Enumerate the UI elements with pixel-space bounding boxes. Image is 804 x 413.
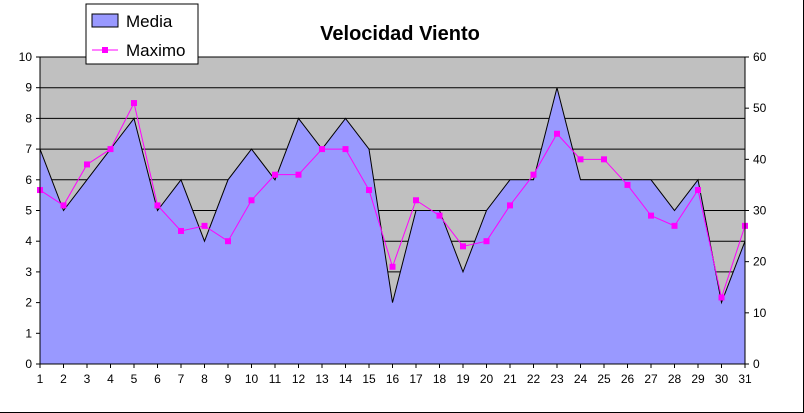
point-maximo [295,171,302,178]
x-axis-ticks: 1 2 3 4 5 6 7 8 9 10 11 12 13 14 15 16 17 18 19 20 21 22 23 24 2… [37,364,752,386]
x-tick-label: 19 [456,372,470,386]
right-axis-ticks: 0 10 20 30 40 50 60 [745,50,767,371]
left-tick-label: 3 [25,265,32,279]
x-tick-label: 14 [339,372,353,386]
right-tick-label: 0 [753,357,760,371]
point-maximo [624,181,631,188]
x-tick-label: 23 [550,372,564,386]
x-tick-label: 12 [292,372,306,386]
x-tick-label: 22 [527,372,541,386]
right-tick-label: 60 [753,50,767,64]
point-maximo [154,202,161,209]
left-tick-label: 1 [25,326,32,340]
point-maximo [413,197,419,204]
x-tick-label: 18 [433,372,447,386]
left-axis-ticks: 0 1 2 3 4 5 6 7 8 9 10 [19,50,40,371]
legend-swatch-media [91,13,119,28]
x-tick-label: 21 [503,372,517,386]
x-tick-label: 17 [409,372,423,386]
legend-label-media: Media [126,12,173,31]
x-tick-label: 30 [715,372,729,386]
x-tick-label: 26 [621,372,635,386]
point-maximo [671,222,678,229]
point-maximo [507,202,513,209]
point-maximo [695,187,701,194]
point-maximo [601,156,607,163]
left-tick-label: 10 [19,50,33,64]
point-maximo [366,187,372,194]
x-tick-label: 10 [245,372,259,386]
x-tick-label: 8 [201,372,208,386]
legend: Media Maximo [85,3,199,65]
right-tick-label: 40 [753,152,767,166]
x-tick-label: 6 [154,372,161,386]
left-tick-label: 6 [25,173,32,187]
x-tick-label: 31 [738,372,752,386]
legend-marker-maximo [102,47,108,53]
point-maximo [483,238,490,245]
x-tick-label: 11 [269,372,282,386]
x-tick-label: 4 [107,372,114,386]
right-tick-label: 30 [753,204,767,218]
point-maximo [319,146,325,153]
left-tick-label: 9 [25,81,32,95]
left-tick-label: 0 [25,357,32,371]
x-tick-label: 25 [597,372,611,386]
x-tick-label: 24 [574,372,588,386]
legend-label-maximo: Maximo [126,41,186,60]
x-tick-label: 20 [480,372,494,386]
right-tick-label: 20 [753,255,767,269]
x-tick-label: 29 [691,372,705,386]
chart-title: Velocidad Viento [320,23,480,45]
x-tick-label: 2 [60,372,67,386]
left-tick-label: 4 [25,234,32,248]
point-maximo [389,263,396,270]
right-tick-label: 10 [753,306,767,320]
point-maximo [530,171,537,178]
x-tick-label: 7 [178,372,185,386]
series-area-media [39,87,746,365]
left-tick-label: 2 [25,296,32,310]
point-maximo [248,197,255,204]
point-maximo [460,243,466,250]
point-maximo [131,100,137,107]
left-tick-label: 5 [25,204,32,218]
x-tick-label: 9 [225,372,232,386]
x-tick-label: 1 [37,372,44,386]
point-maximo [554,130,560,137]
point-maximo [178,227,184,234]
point-maximo [272,171,278,178]
left-tick-label: 7 [25,142,32,156]
point-maximo [436,212,443,219]
x-tick-label: 16 [386,372,400,386]
x-tick-label: 27 [644,372,658,386]
point-maximo [718,294,725,301]
right-tick-label: 50 [753,101,767,115]
x-tick-label: 28 [668,372,682,386]
x-tick-label: 5 [131,372,138,386]
point-maximo [577,156,584,163]
x-tick-label: 15 [362,372,376,386]
x-tick-label: 13 [315,372,329,386]
point-maximo [225,238,231,245]
point-maximo [342,146,349,153]
point-maximo [201,222,208,229]
point-maximo [60,202,67,209]
point-maximo [107,146,114,153]
point-maximo [648,212,654,219]
x-tick-label: 3 [84,372,91,386]
left-tick-label: 8 [25,111,32,125]
point-maximo [84,161,90,168]
